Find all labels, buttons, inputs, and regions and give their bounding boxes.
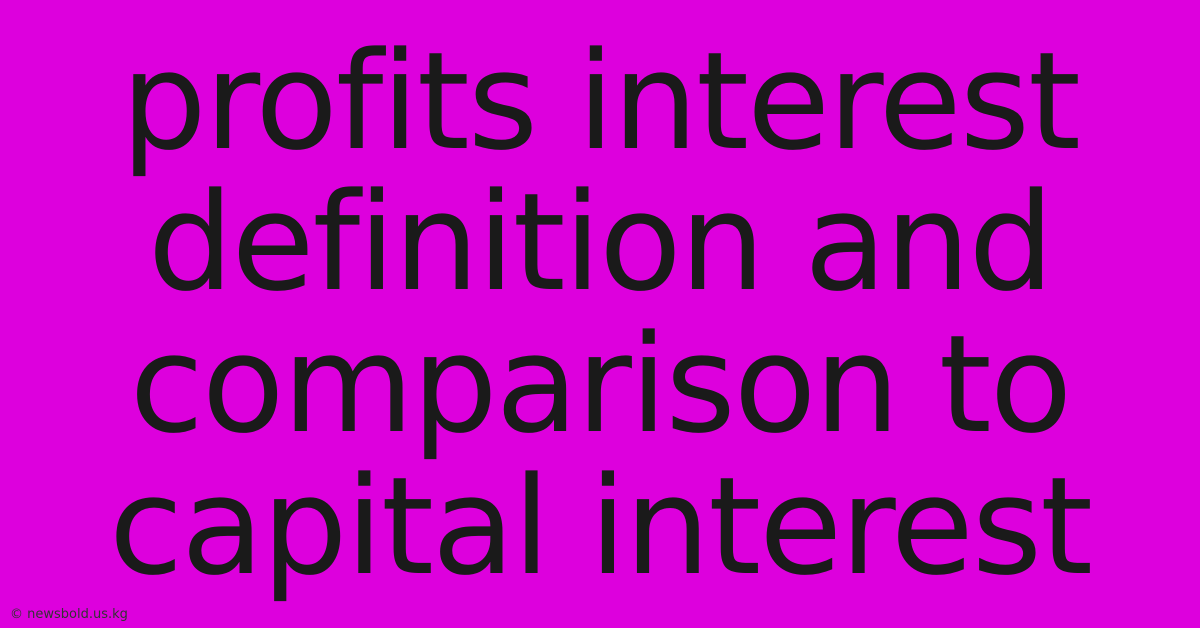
banner-container: profits interest definition and comparis… <box>0 0 1200 628</box>
headline-text: profits interest definition and comparis… <box>109 31 1091 598</box>
copyright-text: © newsbold.us.kg <box>10 607 128 622</box>
